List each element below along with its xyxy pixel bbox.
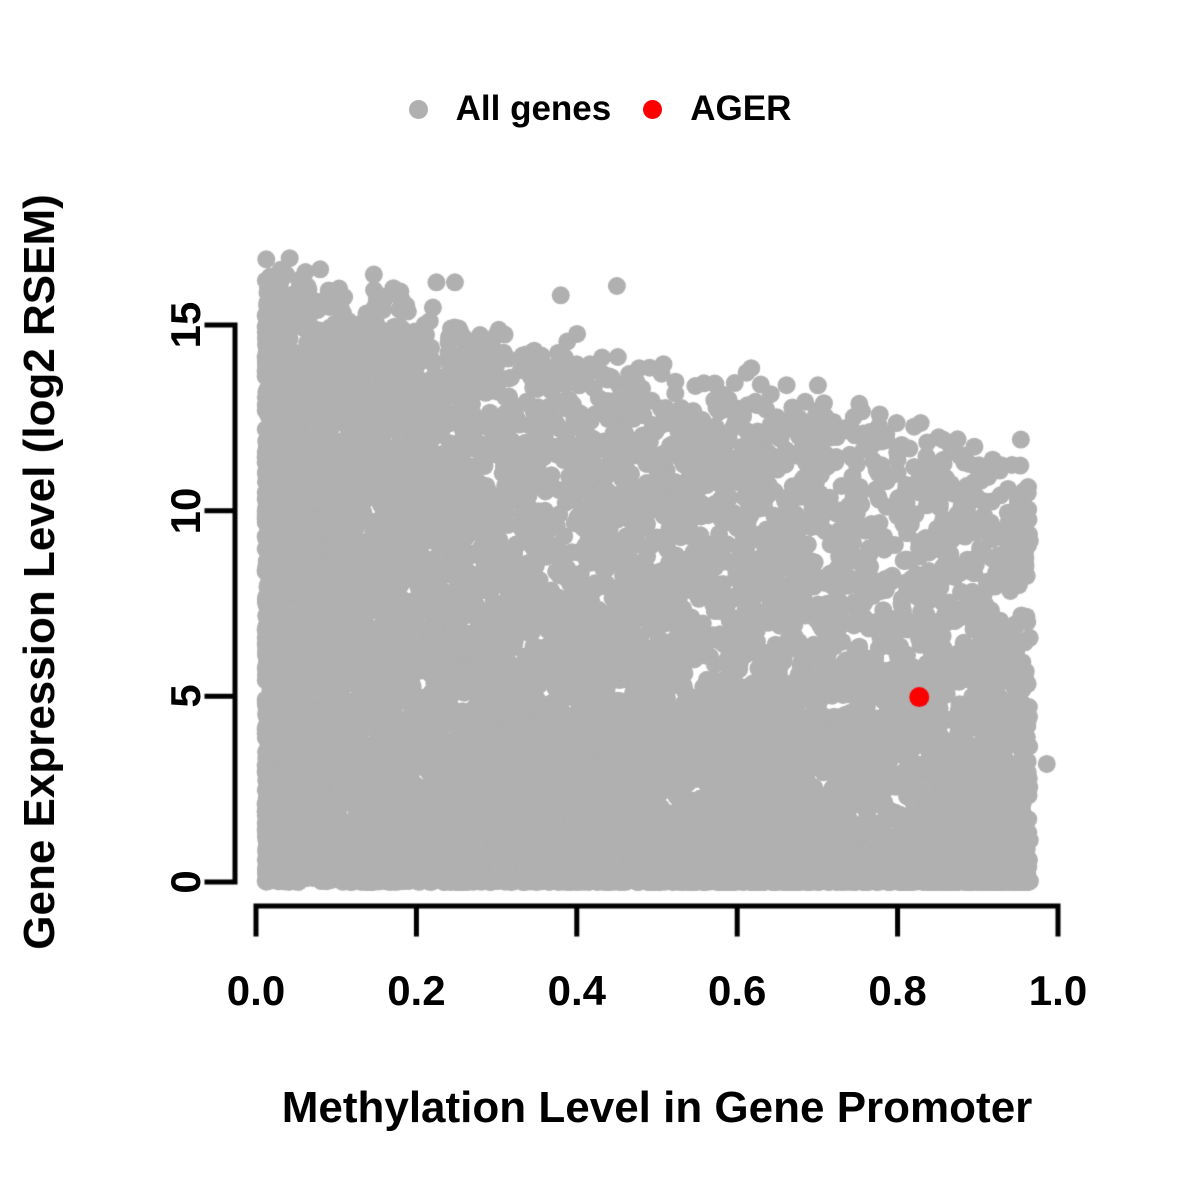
all-genes-point-icon	[408, 99, 428, 119]
legend: All genes AGER	[0, 88, 1200, 130]
legend-item-all-genes: All genes	[408, 89, 612, 129]
x-tick-label: 0.6	[707, 967, 767, 1014]
y-tick-label: 15	[162, 301, 209, 349]
x-tick-label: 0.2	[387, 967, 446, 1014]
ager-point-icon	[643, 99, 663, 119]
y-tick-label: 0	[162, 870, 209, 894]
x-tick-label: 0.0	[226, 967, 286, 1014]
x-tick-label: 0.8	[868, 967, 927, 1014]
x-tick-label: 1.0	[1028, 967, 1088, 1014]
legend-label-all-genes: All genes	[455, 89, 612, 128]
legend-item-ager: AGER	[643, 89, 791, 129]
y-tick-label: 10	[162, 487, 209, 535]
y-axis-title: Gene Expression Level (log2 RSEM)	[15, 194, 64, 950]
x-tick-label: 0.4	[547, 967, 606, 1014]
legend-label-ager: AGER	[690, 89, 792, 128]
x-axis-title: Methylation Level in Gene Promoter	[281, 1083, 1033, 1132]
y-tick-label: 5	[162, 684, 209, 709]
